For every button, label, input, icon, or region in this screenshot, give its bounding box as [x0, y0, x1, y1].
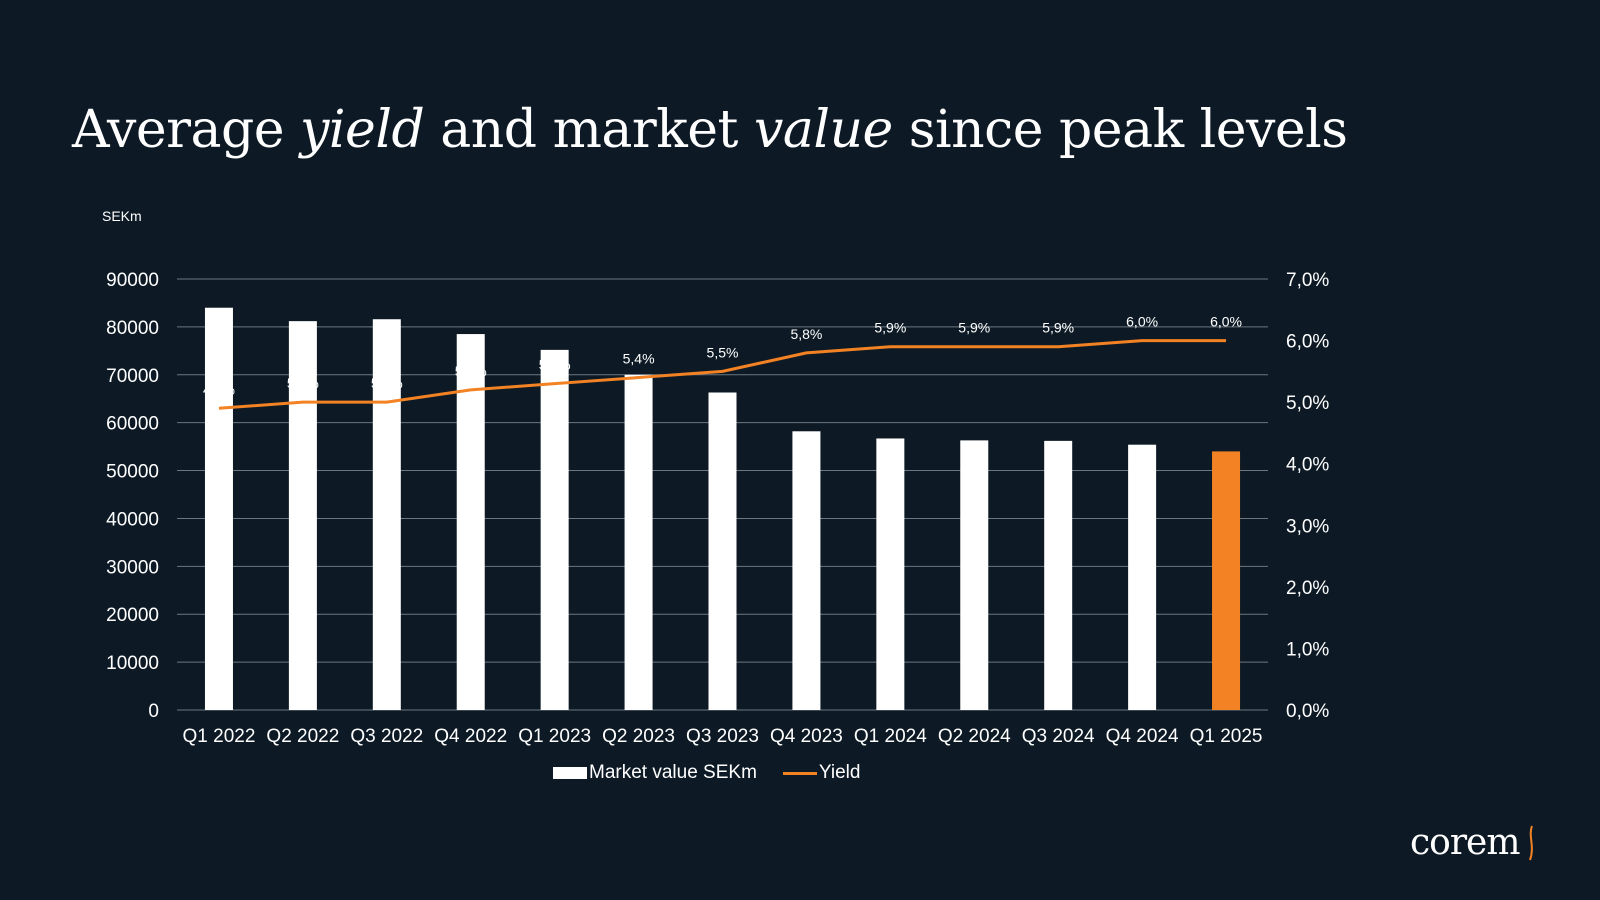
y-left-tick-label: 60000 [106, 414, 159, 435]
x-tick-label: Q4 2022 [434, 726, 507, 747]
yield-data-label: 5,3% [539, 357, 571, 373]
legend-label-market-value: Market value SEKm [589, 762, 757, 783]
yield-data-label: 4,9% [203, 381, 235, 397]
legend-line-swatch [782, 771, 817, 775]
x-tick-label: Q4 2023 [770, 726, 843, 747]
yield-data-label: 5,0% [371, 375, 403, 391]
y-axis-unit-label: SEKm [102, 208, 142, 224]
y-right-tick-label: 1,0% [1286, 639, 1329, 660]
title-italic-yield: yield [300, 100, 425, 160]
y-right-tick-label: 0,0% [1286, 701, 1329, 722]
y-left-tick-label: 30000 [106, 557, 159, 578]
title-part-2: and market [424, 100, 754, 160]
bar-market-value [708, 392, 737, 710]
bar-market-value [1212, 451, 1241, 710]
bar-market-value [288, 321, 317, 710]
y-left-tick-label: 70000 [106, 366, 159, 387]
yield-data-label: 5,9% [958, 320, 990, 336]
title-part-3: since peak levels [892, 100, 1348, 160]
bar-market-value [372, 319, 401, 710]
yield-data-label: 5,8% [790, 326, 822, 342]
yield-data-label: 5,0% [287, 375, 319, 391]
bar-market-value [204, 307, 233, 710]
yield-data-label: 6,0% [1126, 314, 1158, 330]
yield-line [218, 339, 1227, 410]
legend-item-market-value: Market value SEKm [553, 762, 757, 784]
y-left-tick-label: 80000 [106, 318, 159, 339]
y-left-tick-label: 10000 [106, 653, 159, 674]
title-part-1: Average [72, 100, 301, 160]
bar-market-value [1044, 440, 1073, 710]
x-tick-label: Q4 2024 [1106, 726, 1179, 747]
x-tick-label: Q3 2022 [350, 726, 423, 747]
y-right-tick-label: 5,0% [1286, 393, 1329, 414]
y-left-tick-label: 40000 [106, 509, 159, 530]
x-tick-label: Q1 2022 [183, 726, 256, 747]
x-tick-label: Q2 2024 [938, 726, 1011, 747]
bar-market-value [1128, 444, 1157, 710]
logo-flame-icon [1528, 825, 1533, 860]
bar-market-value [876, 438, 905, 710]
bar-market-value [540, 349, 569, 710]
x-tick-label: Q1 2024 [854, 726, 927, 747]
bar-market-value [624, 374, 653, 710]
bar-market-value [456, 334, 485, 710]
y-right-tick-label: 4,0% [1286, 455, 1329, 476]
bar-market-value [792, 431, 821, 710]
x-tick-label: Q3 2024 [1022, 726, 1095, 747]
y-left-tick-label: 90000 [106, 270, 159, 291]
y-left-tick-label: 50000 [106, 462, 159, 483]
y-right-tick-label: 2,0% [1286, 578, 1329, 599]
yield-data-label: 5,9% [874, 320, 906, 336]
y-left-tick-label: 20000 [106, 605, 159, 626]
bar-market-value [960, 440, 989, 710]
x-tick-label: Q2 2022 [266, 726, 339, 747]
yield-data-label: 6,0% [1210, 314, 1242, 330]
yield-data-label: 5,5% [707, 344, 739, 360]
y-right-tick-label: 6,0% [1286, 332, 1329, 353]
title-italic-value: value [753, 100, 893, 160]
y-right-tick-label: 7,0% [1286, 270, 1329, 291]
page-title: Average yield and market value since pea… [72, 100, 1348, 160]
chart-legend: Market value SEKm Yield [553, 762, 886, 784]
corem-logo: corem [1410, 822, 1536, 863]
y-left-tick-label: 0 [148, 701, 159, 722]
x-tick-label: Q3 2023 [686, 726, 759, 747]
x-tick-label: Q2 2023 [602, 726, 675, 747]
y-right-tick-label: 3,0% [1286, 516, 1329, 537]
logo-wordmark: corem [1410, 822, 1520, 863]
x-tick-label: Q1 2023 [518, 726, 591, 747]
legend-item-yield: Yield [782, 762, 861, 784]
yield-data-label: 5,9% [1042, 320, 1074, 336]
yield-data-label: 5,4% [623, 351, 655, 367]
legend-label-yield: Yield [818, 762, 861, 783]
yield-data-label: 5,2% [455, 363, 487, 379]
legend-bar-swatch [553, 767, 587, 779]
x-tick-label: Q1 2025 [1190, 726, 1263, 747]
